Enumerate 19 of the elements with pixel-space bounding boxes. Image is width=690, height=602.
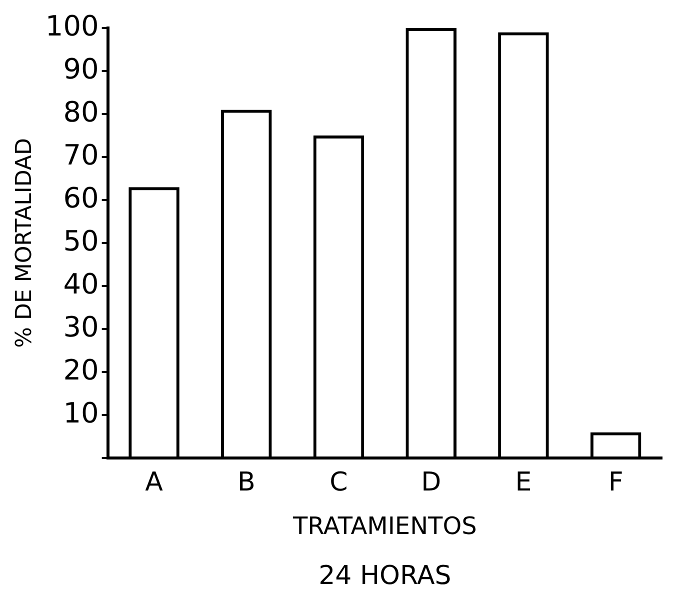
y-tick-label: 10 (63, 396, 99, 430)
x-tick-label: A (145, 467, 164, 498)
x-axis-title: TRATAMIENTOS (292, 512, 477, 540)
y-tick-label: 30 (63, 310, 99, 344)
y-tick-label: 90 (63, 52, 99, 86)
x-tick-label: F (608, 467, 624, 498)
y-tick-label: 70 (63, 138, 99, 172)
x-tick-label: D (421, 467, 442, 498)
x-tick-label: B (237, 467, 256, 498)
y-tick-label: 20 (63, 353, 99, 386)
y-tick-label: 80 (63, 95, 99, 128)
y-tick-label: 50 (63, 224, 99, 258)
y-axis-title: % DE MORTALIDAD (12, 138, 37, 348)
y-tick-label: 100 (45, 9, 99, 42)
x-tick-label: E (515, 467, 532, 498)
text: 24 HORAS (318, 560, 452, 591)
x-tick-label: C (330, 467, 348, 498)
y-tick-label: 60 (63, 181, 99, 214)
y-tick-label: 40 (63, 267, 99, 300)
